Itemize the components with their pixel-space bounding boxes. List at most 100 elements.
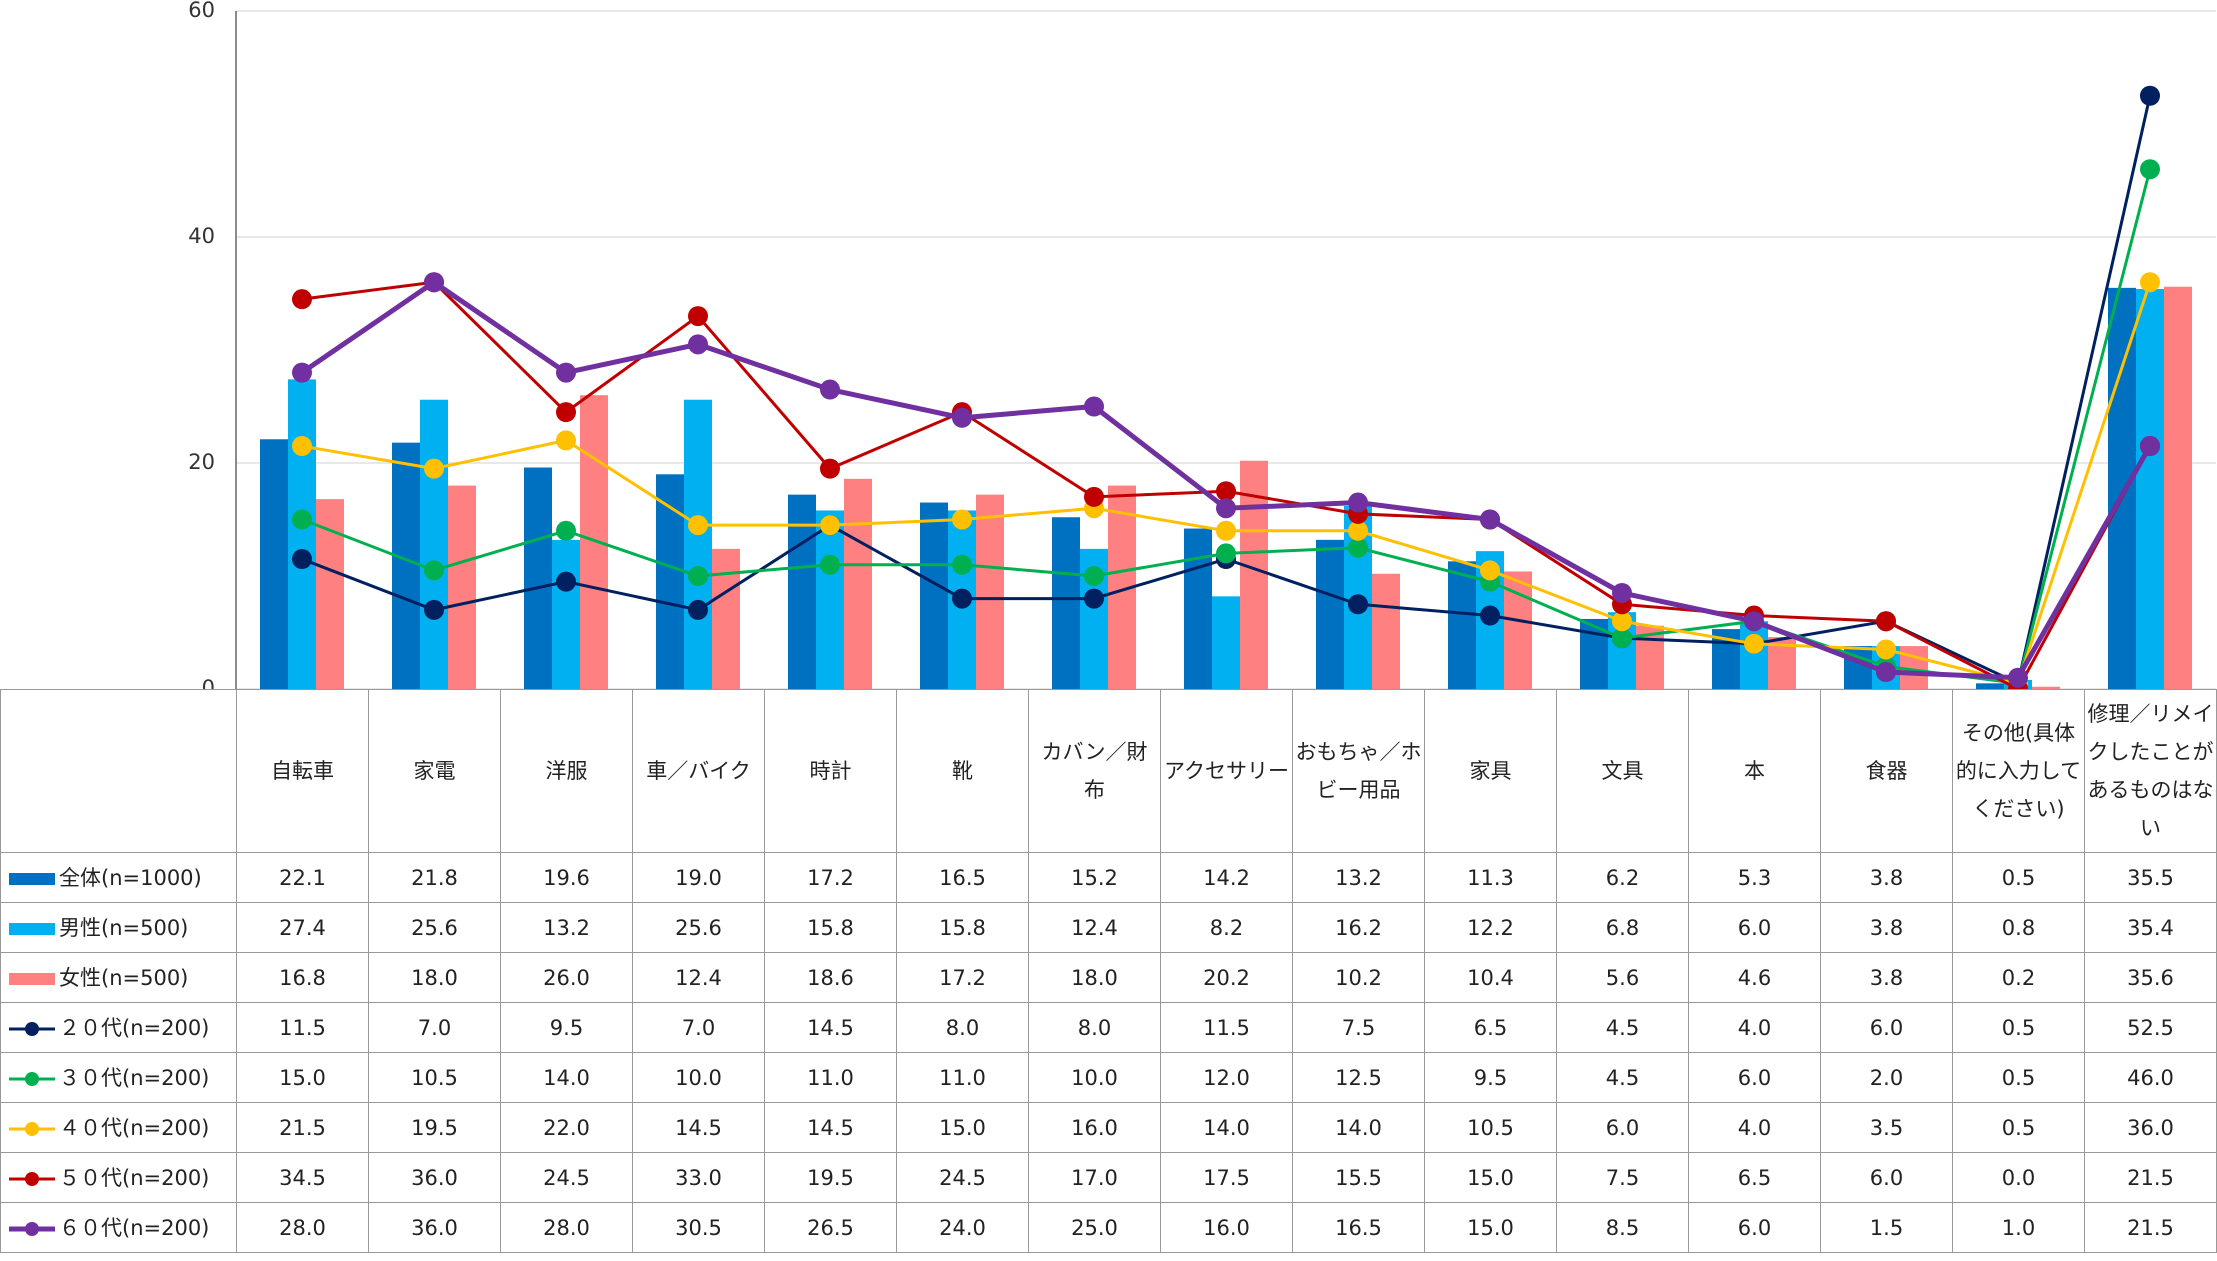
data-row: 男性(n=500) 27.4 25.6 13.2 25.6 15.8 15.8 12.4 8.2… bbox=[0, 902, 2217, 953]
corner-cell bbox=[0, 689, 237, 853]
value-cell: 6.2 bbox=[1556, 852, 1689, 903]
value-cell: 6.5 bbox=[1424, 1002, 1557, 1053]
value-cell: 17.2 bbox=[764, 852, 897, 903]
marker bbox=[1348, 594, 1368, 615]
swatch-marker bbox=[25, 1071, 39, 1086]
value-cell: 8.2 bbox=[1160, 902, 1293, 953]
value-cell: 34.5 bbox=[236, 1152, 369, 1203]
marker bbox=[1480, 509, 1500, 530]
value-cell: 10.4 bbox=[1424, 952, 1557, 1003]
data-table: 自転車 家電 洋服 車／バイク 時計靴カバン／財布 アクセサリー おもちゃ／ホビー用品 家具文… bbox=[0, 689, 2217, 1253]
marker bbox=[688, 599, 708, 620]
value-cell: 6.0 bbox=[1820, 1152, 1953, 1203]
value-cell: 16.8 bbox=[236, 952, 369, 1003]
value-cell: 7.5 bbox=[1556, 1152, 1689, 1203]
value-cell: 10.2 bbox=[1292, 952, 1425, 1003]
category-label: 家具 bbox=[1424, 689, 1557, 853]
swatch bbox=[9, 922, 55, 935]
marker bbox=[556, 571, 576, 592]
value-cell: 7.5 bbox=[1292, 1002, 1425, 1053]
swatch-marker bbox=[25, 1221, 39, 1236]
legend-entry: ６０代(n=200) bbox=[0, 1202, 237, 1253]
value-cell: 15.0 bbox=[1424, 1202, 1557, 1253]
bar bbox=[1372, 573, 1400, 689]
marker bbox=[292, 289, 312, 310]
bar bbox=[260, 439, 288, 689]
marker bbox=[952, 509, 972, 530]
data-row: ３０代(n=200) 15.0 10.5 14.0 10.0 11.0 11.0 10.0 12… bbox=[0, 1052, 2217, 1103]
legend-label: 女性(n=500) bbox=[59, 965, 189, 990]
y-tick-label: 60 bbox=[188, 0, 215, 22]
marker bbox=[688, 334, 708, 355]
marker bbox=[2140, 85, 2160, 106]
swatch-marker bbox=[25, 1171, 39, 1186]
legend-entry: 全体(n=1000) bbox=[0, 852, 237, 903]
marker bbox=[2008, 667, 2028, 688]
bar bbox=[1740, 621, 1768, 689]
legend-label: 全体(n=1000) bbox=[59, 865, 202, 890]
swatch-marker bbox=[25, 1121, 39, 1136]
value-cell: 14.0 bbox=[1292, 1102, 1425, 1153]
value-cell: 15.8 bbox=[764, 902, 897, 953]
value-cell: 12.4 bbox=[632, 952, 765, 1003]
value-cell: 3.8 bbox=[1820, 902, 1953, 953]
value-cell: 13.2 bbox=[500, 902, 633, 953]
value-cell: 1.5 bbox=[1820, 1202, 1953, 1253]
marker bbox=[952, 588, 972, 609]
value-cell: 35.5 bbox=[2084, 852, 2217, 903]
legend-label: ４０代(n=200) bbox=[59, 1115, 210, 1140]
legend-label: ３０代(n=200) bbox=[59, 1065, 210, 1090]
value-cell: 25.0 bbox=[1028, 1202, 1161, 1253]
value-cell: 5.6 bbox=[1556, 952, 1689, 1003]
value-cell: 16.5 bbox=[1292, 1202, 1425, 1253]
bar bbox=[684, 399, 712, 689]
value-cell: 15.0 bbox=[896, 1102, 1029, 1153]
bar bbox=[1316, 539, 1344, 689]
value-cell: 7.0 bbox=[368, 1002, 501, 1053]
value-cell: 0.5 bbox=[1952, 1002, 2085, 1053]
value-cell: 21.5 bbox=[2084, 1152, 2217, 1203]
value-cell: 10.5 bbox=[368, 1052, 501, 1103]
value-cell: 14.5 bbox=[632, 1102, 765, 1153]
legend-swatch bbox=[9, 1221, 55, 1236]
bar bbox=[448, 485, 476, 689]
value-cell: 15.8 bbox=[896, 902, 1029, 953]
value-cell: 26.0 bbox=[500, 952, 633, 1003]
y-tick-label: 0 bbox=[202, 676, 215, 689]
category-label: 時計 bbox=[764, 689, 897, 853]
value-cell: 0.2 bbox=[1952, 952, 2085, 1003]
value-cell: 11.0 bbox=[896, 1052, 1029, 1103]
value-cell: 15.0 bbox=[1424, 1152, 1557, 1203]
legend-entry: ５０代(n=200) bbox=[0, 1152, 237, 1203]
marker bbox=[688, 306, 708, 327]
bar bbox=[712, 548, 740, 689]
category-label: 食器 bbox=[1820, 689, 1953, 853]
marker bbox=[292, 549, 312, 570]
value-cell: 18.6 bbox=[764, 952, 897, 1003]
bar bbox=[976, 494, 1004, 689]
bar bbox=[920, 502, 948, 689]
legend-swatch bbox=[9, 1121, 55, 1136]
value-cell: 6.0 bbox=[1688, 1202, 1821, 1253]
value-cell: 6.0 bbox=[1556, 1102, 1689, 1153]
value-cell: 12.2 bbox=[1424, 902, 1557, 953]
marker bbox=[424, 560, 444, 581]
value-cell: 36.0 bbox=[368, 1152, 501, 1203]
legend-entry: ３０代(n=200) bbox=[0, 1052, 237, 1103]
marker bbox=[1216, 481, 1236, 502]
legend-swatch bbox=[9, 872, 55, 885]
value-cell: 4.6 bbox=[1688, 952, 1821, 1003]
legend-swatch bbox=[9, 972, 55, 985]
marker bbox=[424, 272, 444, 293]
marker bbox=[1348, 520, 1368, 541]
value-cell: 4.5 bbox=[1556, 1002, 1689, 1053]
data-row: ６０代(n=200) 28.0 36.0 28.0 30.5 26.5 24.0 25.0 16… bbox=[0, 1202, 2217, 1253]
value-cell: 6.0 bbox=[1688, 902, 1821, 953]
marker bbox=[556, 520, 576, 541]
value-cell: 6.0 bbox=[1820, 1002, 1953, 1053]
category-label: 文具 bbox=[1556, 689, 1689, 853]
value-cell: 18.0 bbox=[368, 952, 501, 1003]
value-cell: 16.0 bbox=[1028, 1102, 1161, 1153]
marker bbox=[820, 458, 840, 479]
